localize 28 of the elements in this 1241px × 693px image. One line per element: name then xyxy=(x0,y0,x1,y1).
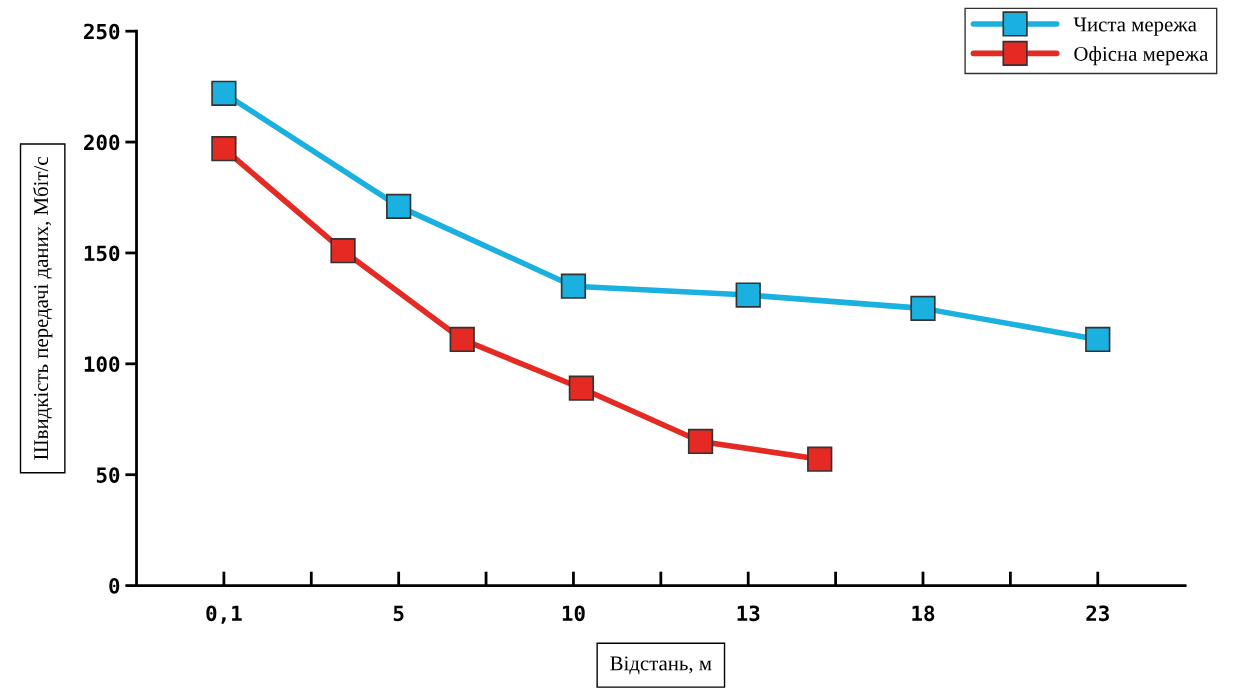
x-tick-label: 5 xyxy=(393,605,404,622)
point xyxy=(211,136,237,162)
y-axis-title: Швидкість передачі даних, Мбіт/с xyxy=(33,157,53,460)
x-tick-label: 18 xyxy=(912,605,935,622)
y-tick-label: 150 xyxy=(84,245,120,262)
point xyxy=(910,295,936,322)
point xyxy=(687,428,714,455)
x-axis-title: Відстань, м xyxy=(610,656,712,675)
x-tick-label: 13 xyxy=(737,605,760,622)
point xyxy=(386,193,412,220)
point xyxy=(330,238,356,264)
y-tick-label: 100 xyxy=(84,356,120,373)
legend-label: Офісна мережа xyxy=(1074,46,1209,66)
y-tick-label: 250 xyxy=(84,23,120,40)
point xyxy=(1085,326,1111,353)
x-tick-label: 23 xyxy=(1086,605,1109,622)
point xyxy=(449,326,475,353)
y-tick-label: 0 xyxy=(109,578,120,594)
point xyxy=(807,446,833,472)
x-tick-label: 0,1 xyxy=(206,605,242,624)
x-tick-label: 10 xyxy=(562,605,585,622)
point xyxy=(735,282,761,308)
y-tick-label: 50 xyxy=(96,467,120,483)
point xyxy=(560,273,587,299)
point xyxy=(211,80,237,106)
legend-label: Чиста мережа xyxy=(1073,17,1197,36)
y-tick-label: 200 xyxy=(84,134,120,151)
point xyxy=(568,375,595,401)
